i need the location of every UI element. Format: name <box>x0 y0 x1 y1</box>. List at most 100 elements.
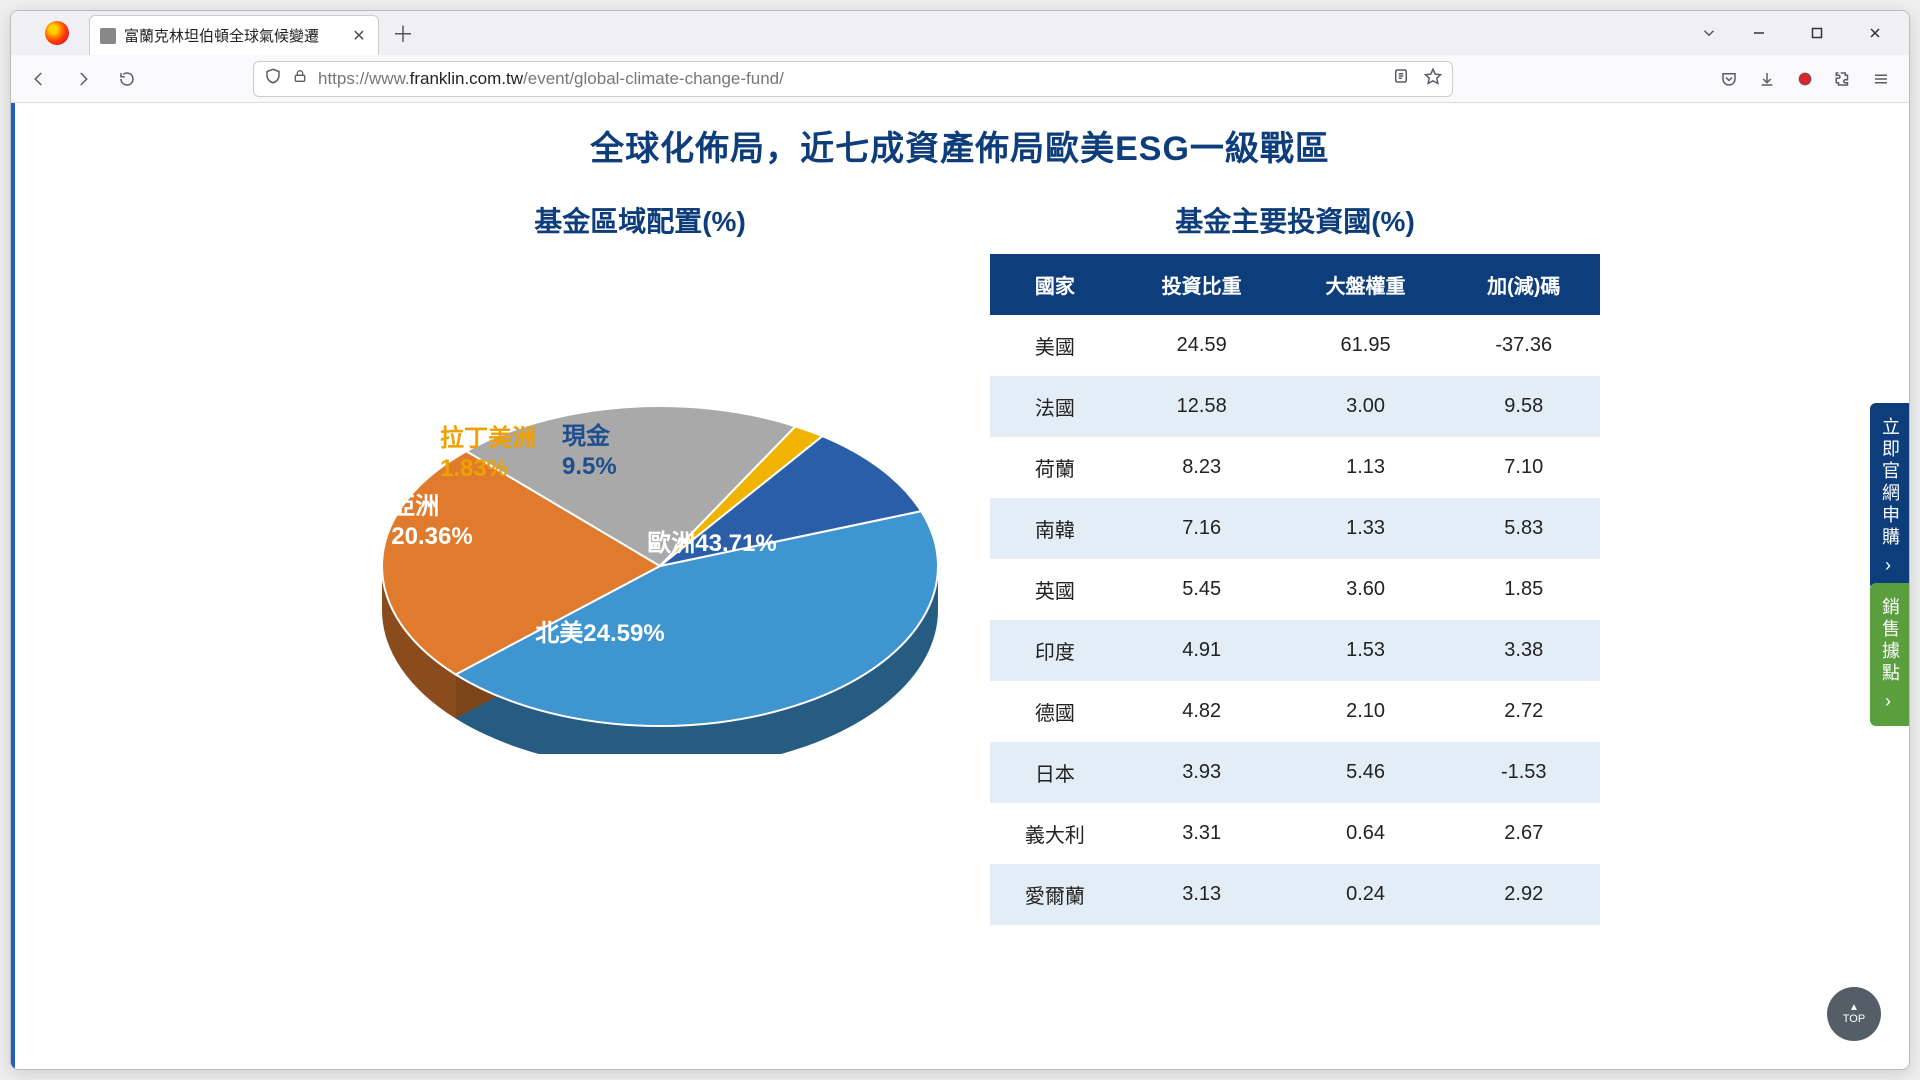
url-host: franklin.com.tw <box>410 69 523 88</box>
pie-chart-title: 基金區域配置(%) <box>320 200 960 240</box>
table-cell: 2.72 <box>1447 681 1600 742</box>
pie-slice-label: 現金9.5% <box>562 422 617 482</box>
browser-window: 富蘭克林坦伯頓全球氣候變遷 ✕ ＋ https://www.franklin.c… <box>10 10 1910 1070</box>
table-row: 法國12.583.009.58 <box>990 376 1600 437</box>
lock-icon <box>292 68 308 89</box>
tab-title: 富蘭克林坦伯頓全球氣候變遷 <box>124 25 350 46</box>
table-cell: 1.53 <box>1284 620 1448 681</box>
back-button[interactable] <box>21 61 57 97</box>
table-cell: 印度 <box>990 620 1120 681</box>
table-cell: 3.00 <box>1284 376 1448 437</box>
window-minimize-button[interactable] <box>1731 13 1787 53</box>
table-cell: 義大利 <box>990 803 1120 864</box>
forward-button[interactable] <box>65 61 101 97</box>
pie-slice-label: 北美24.59% <box>535 619 664 649</box>
tab-close-icon[interactable]: ✕ <box>350 27 368 45</box>
table-body: 美國24.5961.95-37.36法國12.583.009.58荷蘭8.231… <box>990 315 1600 925</box>
table-row: 英國5.453.601.85 <box>990 559 1600 620</box>
investment-table: 國家投資比重大盤權重加(減)碼 美國24.5961.95-37.36法國12.5… <box>990 254 1600 925</box>
side-cta-apply[interactable]: 立即官網申購 › <box>1870 403 1909 590</box>
bookmark-star-icon[interactable] <box>1424 67 1442 90</box>
table-header-row: 國家投資比重大盤權重加(減)碼 <box>990 254 1600 315</box>
side-cta-locations[interactable]: 銷售據點 › <box>1870 583 1909 726</box>
table-cell: 德國 <box>990 681 1120 742</box>
table-row: 日本3.935.46-1.53 <box>990 742 1600 803</box>
chevron-right-icon: › <box>1885 691 1895 712</box>
url-path: /event/global-climate-change-fund/ <box>523 69 784 88</box>
table-cell: 7.10 <box>1447 437 1600 498</box>
table-cell: 荷蘭 <box>990 437 1120 498</box>
extension-trend-icon[interactable] <box>1787 61 1823 97</box>
pie-chart: 歐洲43.71% 北美24.59% 亞洲20.36% 拉丁美洲1.83% 現金9.5% <box>320 254 940 754</box>
url-text: https://www.franklin.com.tw/event/global… <box>318 69 1382 89</box>
reader-mode-icon[interactable] <box>1392 67 1410 90</box>
table-column: 基金主要投資國(%) 國家投資比重大盤權重加(減)碼 美國24.5961.95-… <box>990 200 1600 925</box>
table-cell: 5.83 <box>1447 498 1600 559</box>
left-accent-bar <box>11 103 15 1069</box>
window-maximize-button[interactable] <box>1789 13 1845 53</box>
table-row: 南韓7.161.335.83 <box>990 498 1600 559</box>
downloads-icon[interactable] <box>1749 61 1785 97</box>
table-cell: 0.64 <box>1284 803 1448 864</box>
side-cta-apply-label: 立即官網申購 <box>1877 417 1903 549</box>
table-cell: 0.24 <box>1284 864 1448 925</box>
table-cell: 4.91 <box>1120 620 1284 681</box>
browser-tab[interactable]: 富蘭克林坦伯頓全球氣候變遷 ✕ <box>89 15 379 55</box>
pie-slice-label: 亞洲20.36% <box>391 492 472 552</box>
table-header-cell: 大盤權重 <box>1284 254 1448 315</box>
side-cta-locations-label: 銷售據點 <box>1877 597 1903 685</box>
table-row: 美國24.5961.95-37.36 <box>990 315 1600 376</box>
table-cell: 5.46 <box>1284 742 1448 803</box>
table-cell: 61.95 <box>1284 315 1448 376</box>
chevron-up-icon: ▲ <box>1849 1003 1859 1013</box>
app-menu-icon[interactable] <box>1863 61 1899 97</box>
table-cell: 英國 <box>990 559 1120 620</box>
window-close-button[interactable] <box>1847 13 1903 53</box>
favicon-icon <box>100 28 116 44</box>
url-bar[interactable]: https://www.franklin.com.tw/event/global… <box>253 61 1453 97</box>
table-row: 義大利3.310.642.67 <box>990 803 1600 864</box>
chevron-right-icon: › <box>1885 555 1895 576</box>
table-header-cell: 國家 <box>990 254 1120 315</box>
scroll-top-label: TOP <box>1843 1013 1865 1025</box>
table-cell: 3.38 <box>1447 620 1600 681</box>
table-cell: 7.16 <box>1120 498 1284 559</box>
pie-slice-label: 拉丁美洲1.83% <box>440 424 536 484</box>
table-cell: 1.85 <box>1447 559 1600 620</box>
table-cell: -37.36 <box>1447 315 1600 376</box>
table-cell: 3.60 <box>1284 559 1448 620</box>
titlebar: 富蘭克林坦伯頓全球氣候變遷 ✕ ＋ <box>11 11 1909 55</box>
table-cell: 9.58 <box>1447 376 1600 437</box>
toolbar: https://www.franklin.com.tw/event/global… <box>11 55 1909 103</box>
pie-column: 基金區域配置(%) 歐洲43.71% 北美24.59% 亞洲20.36% 拉丁美洲1.… <box>320 200 960 754</box>
table-title: 基金主要投資國(%) <box>990 200 1600 240</box>
table-cell: 3.31 <box>1120 803 1284 864</box>
new-tab-button[interactable]: ＋ <box>387 17 419 49</box>
extensions-icon[interactable] <box>1825 61 1861 97</box>
table-cell: 法國 <box>990 376 1120 437</box>
reload-button[interactable] <box>109 61 145 97</box>
table-cell: 2.92 <box>1447 864 1600 925</box>
table-cell: 美國 <box>990 315 1120 376</box>
shield-icon <box>264 67 282 90</box>
url-prefix: https://www. <box>318 69 410 88</box>
table-row: 德國4.822.102.72 <box>990 681 1600 742</box>
table-cell: -1.53 <box>1447 742 1600 803</box>
table-cell: 24.59 <box>1120 315 1284 376</box>
table-cell: 5.45 <box>1120 559 1284 620</box>
table-cell: 愛爾蘭 <box>990 864 1120 925</box>
table-cell: 3.13 <box>1120 864 1284 925</box>
pie-slice-label: 歐洲43.71% <box>647 529 776 559</box>
scroll-top-button[interactable]: ▲ TOP <box>1827 987 1881 1041</box>
table-cell: 4.82 <box>1120 681 1284 742</box>
table-cell: 南韓 <box>990 498 1120 559</box>
tabs-dropdown-icon[interactable] <box>1689 13 1729 53</box>
table-header-cell: 投資比重 <box>1120 254 1284 315</box>
table-cell: 1.33 <box>1284 498 1448 559</box>
page-title: 全球化佈局，近七成資產佈局歐美ESG一級戰區 <box>210 121 1710 170</box>
firefox-logo-icon <box>45 21 69 45</box>
pocket-icon[interactable] <box>1711 61 1747 97</box>
table-cell: 8.23 <box>1120 437 1284 498</box>
table-row: 愛爾蘭3.130.242.92 <box>990 864 1600 925</box>
table-cell: 12.58 <box>1120 376 1284 437</box>
